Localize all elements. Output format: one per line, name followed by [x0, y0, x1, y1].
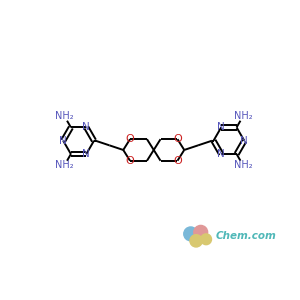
Text: NH₂: NH₂ [55, 111, 74, 121]
Text: O: O [126, 156, 134, 166]
Circle shape [201, 234, 212, 245]
Text: NH₂: NH₂ [234, 160, 253, 170]
Text: O: O [173, 134, 182, 144]
Text: O: O [126, 134, 134, 144]
Text: N: N [82, 149, 90, 159]
Circle shape [194, 225, 208, 239]
Text: O: O [173, 156, 182, 166]
Text: Chem.com: Chem.com [215, 231, 276, 241]
Text: N: N [240, 136, 248, 146]
Text: N: N [59, 136, 67, 146]
Text: N: N [82, 122, 90, 132]
Circle shape [190, 235, 202, 247]
Text: NH₂: NH₂ [55, 160, 74, 170]
Text: N: N [217, 122, 225, 132]
Text: N: N [217, 149, 225, 159]
Text: NH₂: NH₂ [234, 111, 253, 121]
Circle shape [184, 227, 198, 241]
